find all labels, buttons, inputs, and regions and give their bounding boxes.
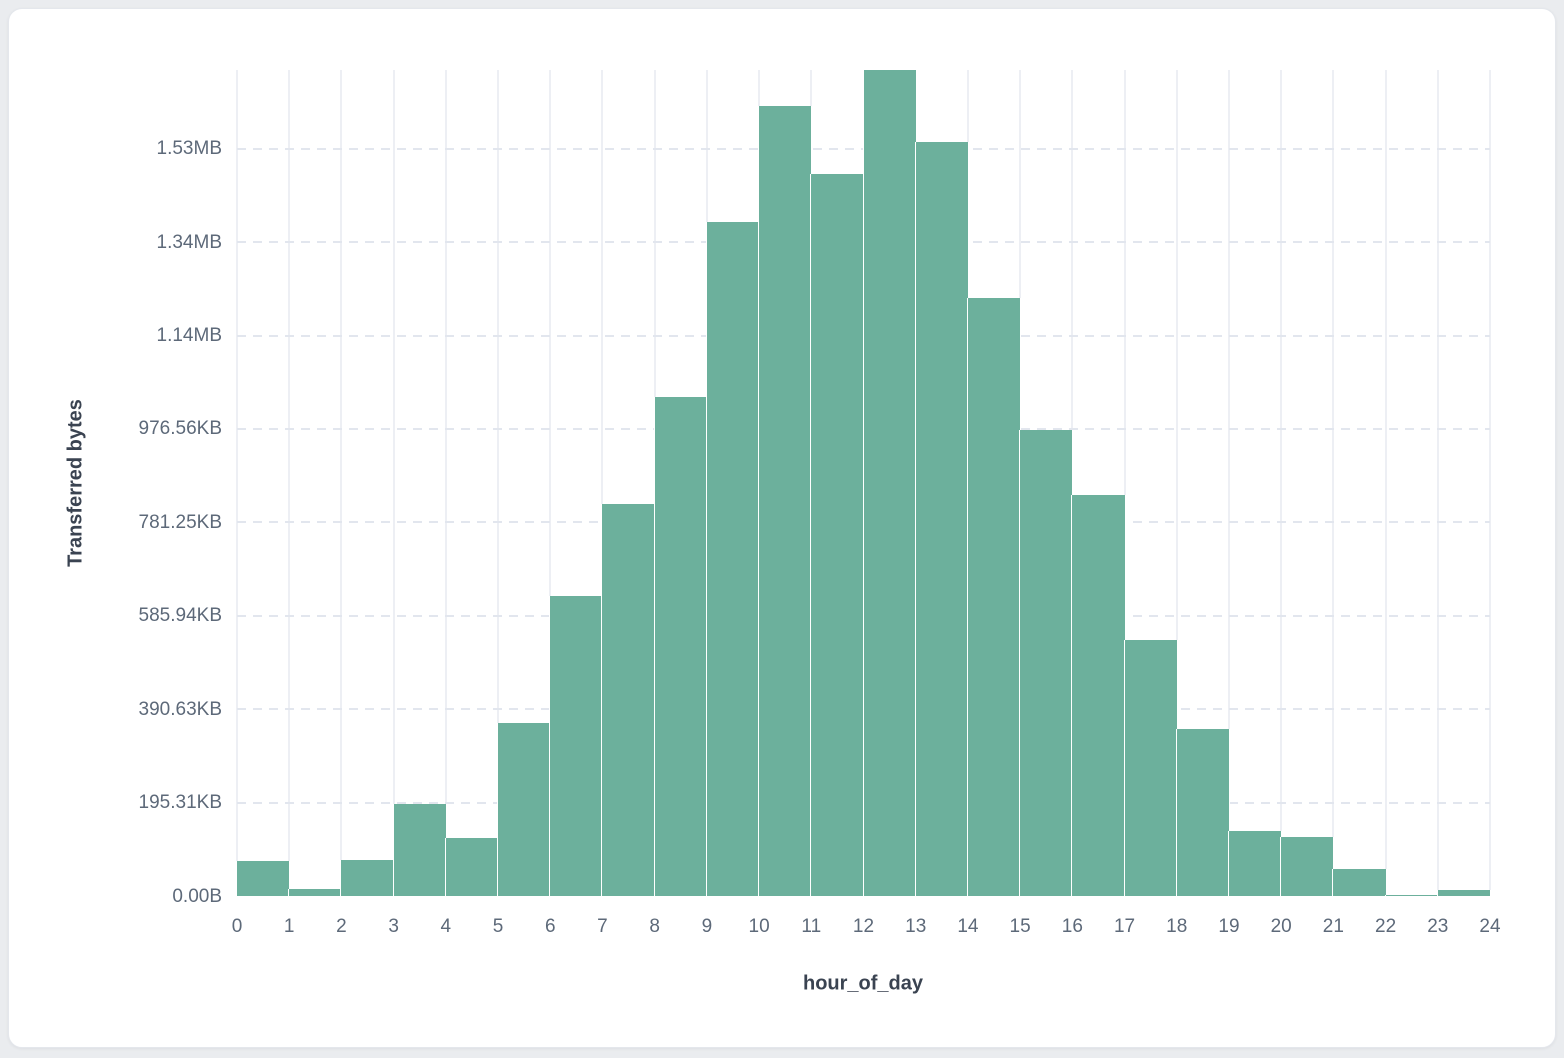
bar-hour-21[interactable]	[1332, 869, 1387, 896]
gridline-vertical	[497, 70, 500, 896]
x-axis-tick-label: 11	[801, 916, 822, 937]
x-axis-tick-label: 23	[1427, 916, 1449, 937]
x-axis-tick-label: 5	[492, 916, 504, 937]
bar-hour-7[interactable]	[601, 504, 656, 896]
x-axis-tick-label: 0	[231, 916, 243, 937]
gridline-vertical	[288, 70, 291, 896]
bar-hour-12[interactable]	[862, 70, 917, 896]
x-axis-tick-label: 8	[649, 916, 660, 937]
bar-hour-19[interactable]	[1227, 830, 1283, 896]
bar-hour-18[interactable]	[1175, 728, 1230, 896]
x-axis-tick-label: 21	[1322, 916, 1344, 937]
gridline-vertical	[1123, 70, 1126, 896]
y-axis-tick-label: 1.34MB	[156, 231, 222, 253]
gridline-vertical	[1280, 70, 1283, 896]
gridline-vertical	[236, 70, 238, 896]
bar-hour-20[interactable]	[1280, 837, 1335, 896]
y-axis-tick-label: 976.56KB	[138, 418, 222, 440]
x-axis-title: hour_of_day	[802, 972, 924, 995]
gridline-vertical	[1175, 70, 1178, 896]
x-axis-tick-label: 15	[1009, 916, 1031, 937]
gridline-vertical	[392, 70, 395, 896]
y-axis-tick-label: 1.53MB	[156, 138, 222, 160]
gridline-vertical	[340, 70, 343, 896]
y-axis-tick-label: 390.63KB	[138, 698, 222, 720]
bar-hour-0[interactable]	[236, 861, 291, 896]
x-axis-tick-label: 13	[905, 916, 927, 937]
x-axis-tick-label: 3	[388, 916, 399, 937]
bar-hour-6[interactable]	[549, 596, 604, 896]
x-axis-tick-label: 2	[336, 916, 347, 937]
gridline-vertical	[549, 70, 552, 896]
bar-hour-1[interactable]	[288, 888, 343, 896]
x-axis-tick-label: 6	[544, 916, 556, 937]
gridline-vertical	[1384, 70, 1387, 896]
x-axis-tick-label: 17	[1113, 916, 1136, 937]
bar-hour-4[interactable]	[444, 837, 500, 896]
x-axis-tick-label: 20	[1270, 916, 1292, 937]
x-axis-tick-label: 7	[597, 916, 608, 937]
x-axis-tick-label: 22	[1375, 916, 1397, 937]
bar-hour-16[interactable]	[1071, 495, 1126, 896]
bar-hour-23[interactable]	[1436, 889, 1491, 896]
bar-hour-15[interactable]	[1019, 429, 1074, 896]
gridline-vertical	[1227, 70, 1230, 896]
bar-hour-2[interactable]	[340, 859, 395, 896]
gridline-vertical	[1436, 70, 1439, 896]
x-axis-tick-label: 18	[1166, 916, 1188, 937]
bar-hour-17[interactable]	[1123, 640, 1178, 896]
bar-hour-14[interactable]	[966, 298, 1022, 896]
x-axis-tick-label: 10	[748, 916, 770, 937]
gridline-vertical	[601, 70, 604, 896]
y-axis-tick-label: 585.94KB	[138, 605, 222, 627]
bar-hour-3[interactable]	[392, 804, 447, 896]
bar-hour-10[interactable]	[758, 105, 813, 896]
x-axis-tick-label: 9	[701, 916, 713, 937]
x-axis-tick-label: 19	[1218, 916, 1240, 937]
y-axis-tick-label: 1.14MB	[156, 325, 222, 347]
bar-hour-5[interactable]	[497, 723, 552, 896]
bar-hour-22[interactable]	[1384, 894, 1439, 896]
x-axis-tick-label: 12	[852, 916, 875, 937]
bar-hour-8[interactable]	[653, 396, 708, 896]
x-axis-tick-label: 1	[283, 916, 295, 937]
gridline-vertical	[444, 70, 447, 896]
x-axis-tick-label: 14	[957, 916, 979, 937]
y-axis-tick-label: 781.25KB	[138, 511, 222, 533]
bar-hour-11[interactable]	[810, 174, 865, 896]
x-axis-tick-label: 24	[1479, 916, 1501, 937]
x-axis-tick-label: 16	[1061, 916, 1083, 937]
bar-hour-13[interactable]	[914, 141, 969, 896]
bar-hour-9[interactable]	[705, 222, 761, 896]
gridline-vertical	[1489, 70, 1491, 896]
x-axis-tick-label: 4	[440, 916, 452, 937]
gridline-vertical	[1332, 70, 1335, 896]
y-axis-tick-label: 0.00B	[172, 885, 222, 907]
y-axis-tick-label: 195.31KB	[138, 792, 222, 814]
